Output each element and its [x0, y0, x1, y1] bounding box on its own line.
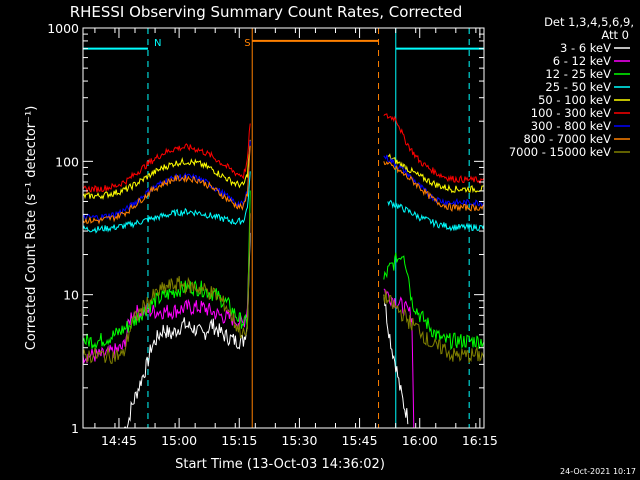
legend-label-5: 50 - 100 keV [538, 93, 611, 107]
legend-label-2: 6 - 12 keV [553, 54, 611, 68]
x-tick-label-0: 14:45 [101, 433, 137, 448]
series-line-9 [82, 212, 485, 364]
x-tick-label-3: 15:30 [281, 433, 317, 448]
y-tick-label-3: 1000 [47, 21, 79, 36]
series-line-5 [82, 139, 485, 200]
series-layer [82, 113, 485, 429]
x-tick-label-5: 16:00 [402, 433, 438, 448]
legend-title-line-1: Det 1,3,4,5,6,9, [544, 15, 634, 29]
legend-title-line-2: Att 0 [601, 28, 629, 42]
y-axis-label: Corrected Count Rate (s⁻¹ detector⁻¹) [24, 106, 39, 351]
x-tick-label-6: 16:15 [462, 433, 498, 448]
legend-label-7: 300 - 800 keV [531, 119, 611, 133]
x-tick-label-4: 15:45 [342, 433, 378, 448]
series-line-3 [82, 190, 485, 351]
series-line-2 [82, 214, 415, 429]
footer-date: 24-Oct-2021 10:17 [560, 467, 636, 476]
series-line-6 [82, 113, 485, 195]
axes-layer: 14:45 15:00 15:15 15:30 15:45 16:00 16:15 1 10 10… [47, 21, 498, 448]
legend-label-9: 7000 - 15000 keV [509, 145, 611, 159]
flag-label-s: S [244, 38, 250, 49]
legend-label-3: 12 - 25 keV [545, 67, 611, 81]
legend-label-6: 100 - 300 keV [531, 106, 611, 120]
plot-frame [82, 27, 485, 429]
y-tick-label-0: 1 [71, 421, 79, 436]
x-axis-label: Start Time (13-Oct-03 14:36:02) [175, 457, 385, 472]
legend-label-1: 3 - 6 keV [560, 41, 611, 55]
y-tick-label-1: 10 [63, 288, 79, 303]
series-line-1 [123, 232, 409, 429]
legend-label-4: 25 - 50 keV [545, 80, 611, 94]
legend-label-8: 800 - 7000 keV [523, 132, 611, 146]
x-tick-label-2: 15:15 [221, 433, 257, 448]
y-tick-label-2: 100 [55, 154, 79, 169]
flag-label-n: N [154, 38, 161, 49]
series-line-4 [82, 171, 485, 234]
x-tick-label-1: 15:00 [161, 433, 197, 448]
chart-title: RHESSI Observing Summary Count Rates, Co… [70, 3, 463, 21]
series-line-8 [82, 145, 485, 225]
